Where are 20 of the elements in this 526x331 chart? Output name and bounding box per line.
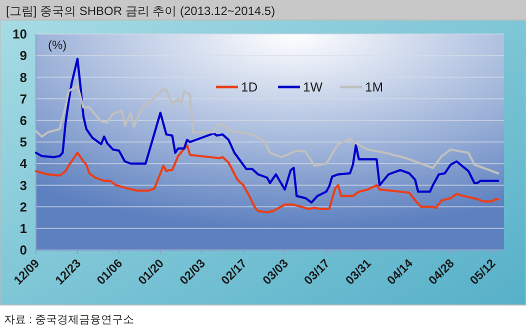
legend-label: 1D [241,80,258,95]
y-tick-label: 8 [20,70,27,85]
line-series [34,144,500,214]
chart-title: [그림] 중국의 SHBOR 금리 추이 (2013.12~2014.5) [6,4,276,18]
text: 자료 : 중국경제금융연구소 [4,314,134,326]
y-tick-label: 6 [20,112,27,128]
y-tick-label: 1 [20,220,27,236]
legend-label: 1M [365,80,384,95]
y-axis-title: (%) [48,38,67,52]
line-series [34,58,500,204]
y-tick-label: 0 [20,242,27,258]
y-tick-label: 10 [12,26,27,42]
y-tick-label: 4 [20,156,28,172]
legend-label: 1W [303,80,324,95]
y-tick-label: 3 [20,178,27,193]
y-tick-label: 7 [20,91,27,106]
y-tick-label: 9 [20,48,27,64]
y-tick-label: 2 [20,199,27,214]
y-tick-label: 5 [20,134,27,150]
line-series [34,84,500,174]
